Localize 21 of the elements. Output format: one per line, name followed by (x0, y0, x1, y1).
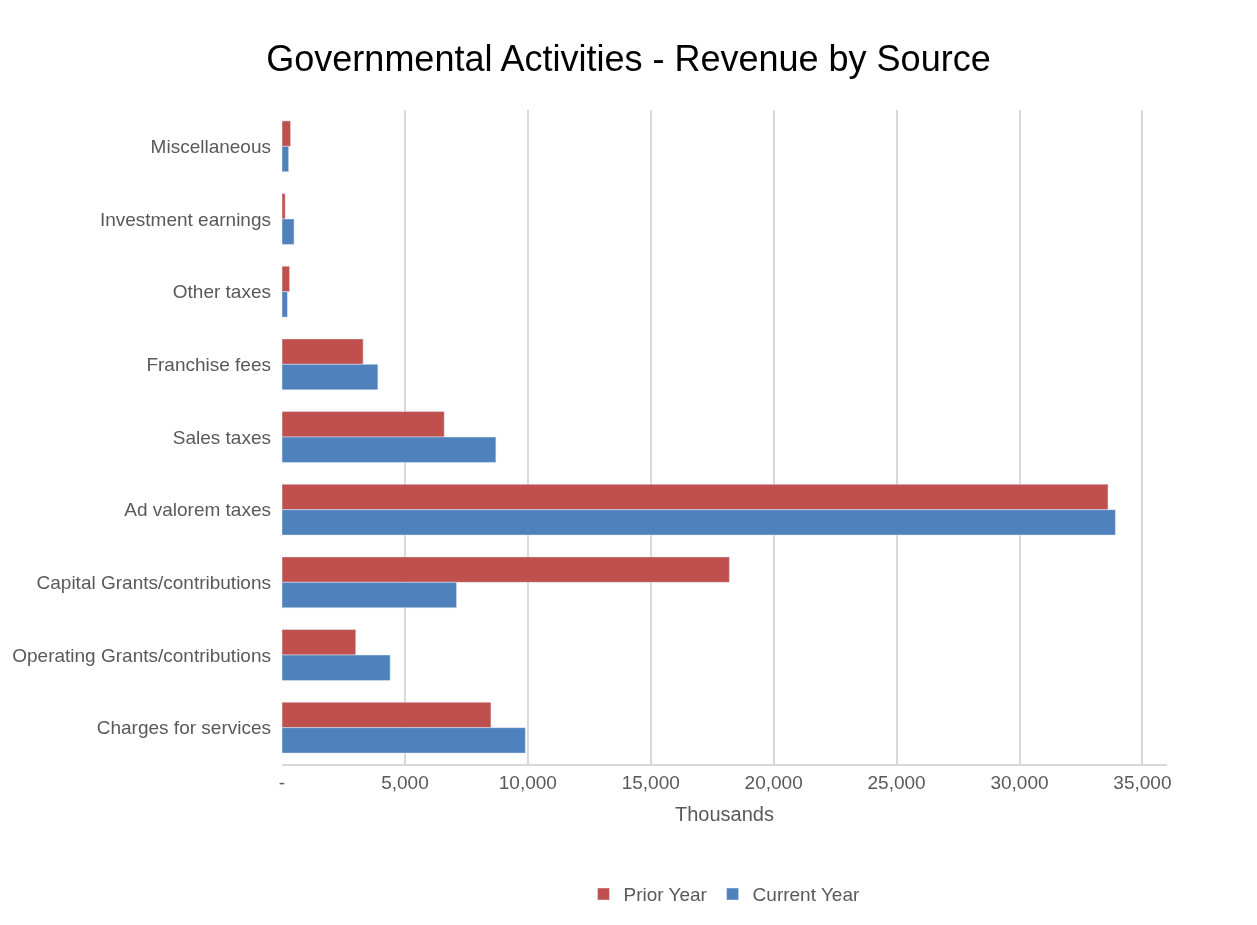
x-tick-label: 35,000 (1113, 771, 1172, 793)
x-tick-label: 20,000 (744, 771, 803, 793)
y-tick-label: Franchise fees (146, 353, 271, 375)
y-tick-label: Sales taxes (172, 426, 271, 448)
y-tick-label: Charges for services (96, 717, 271, 739)
y-tick-label: Capital Grants/contributions (36, 571, 271, 593)
x-tick-label: 30,000 (990, 771, 1049, 793)
y-tick-label: Operating Grants/contributions (12, 644, 271, 666)
x-tick-label: 10,000 (498, 771, 557, 793)
y-tick-label: Other taxes (172, 281, 271, 303)
y-tick-label: Miscellaneous (150, 135, 271, 157)
legend-label: Current Year (752, 884, 860, 906)
x-tick-label: 5,000 (381, 771, 429, 793)
x-axis-title: Thousands (675, 802, 774, 825)
x-tick-label: 25,000 (867, 771, 926, 793)
chart-title: Governmental Activities - Revenue by Source (266, 38, 991, 80)
x-tick-label: 15,000 (621, 771, 680, 793)
legend-label: Prior Year (623, 884, 708, 906)
y-tick-label: Ad valorem taxes (124, 499, 271, 521)
x-tick-label: - (278, 771, 286, 793)
y-tick-label: Investment earnings (99, 208, 271, 230)
